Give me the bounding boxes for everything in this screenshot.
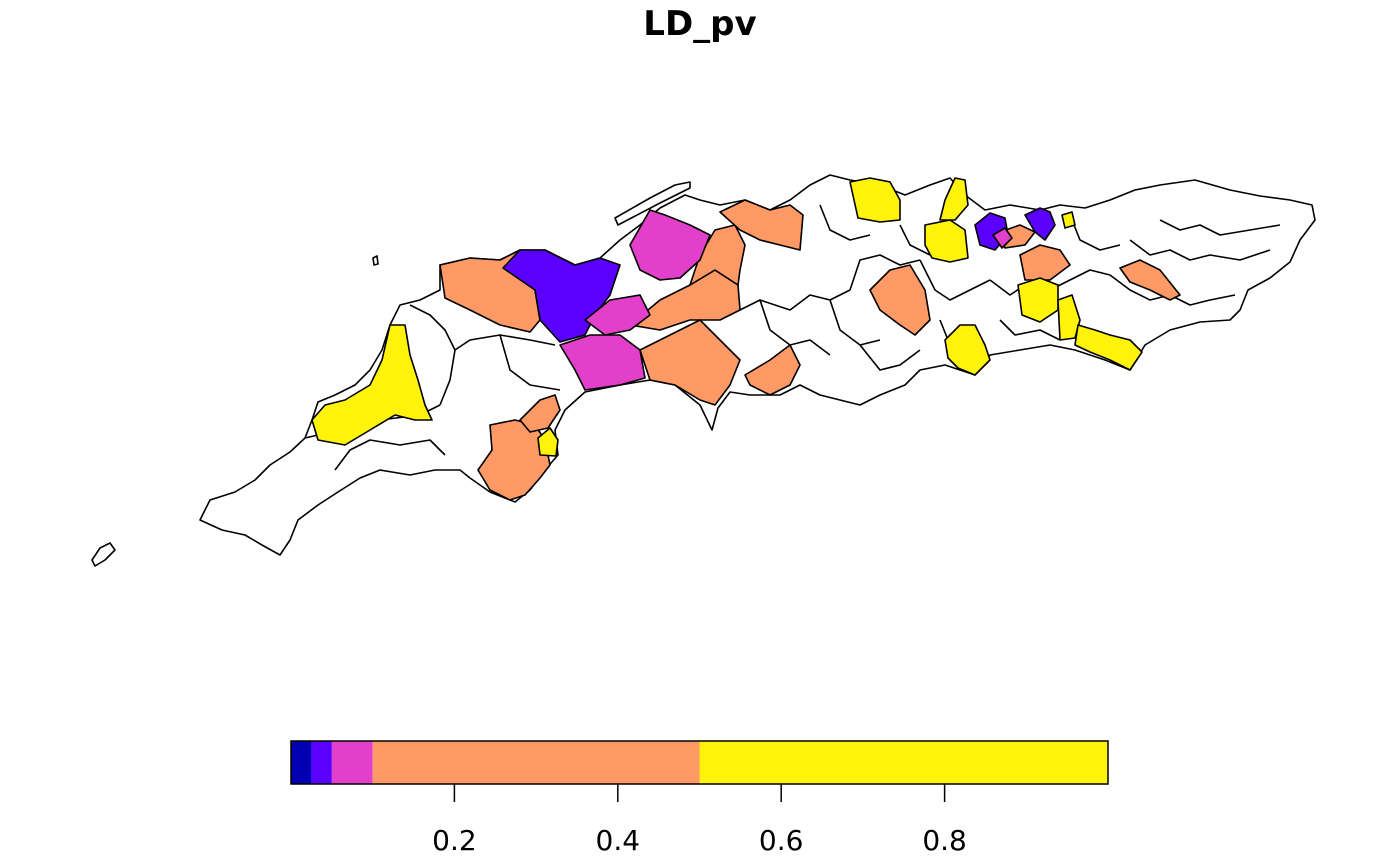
legend-swatch-4 (699, 741, 1108, 784)
legend-tick-label-2: 0.6 (759, 824, 804, 857)
legend-ticks: 0.2 0.4 0.6 0.8 (432, 784, 967, 857)
region-yellow-2[interactable] (849, 177, 901, 223)
region-orange-2[interactable] (629, 269, 741, 331)
region-orange-5[interactable] (719, 199, 804, 251)
map-regions (91, 174, 1316, 567)
region-yellow-7[interactable] (1074, 324, 1143, 371)
region-yellow-8[interactable] (944, 324, 991, 376)
legend-swatch-3 (372, 741, 700, 784)
region-islet[interactable] (372, 255, 379, 266)
region-orange-3[interactable] (639, 319, 741, 406)
region-yellow-10[interactable] (1061, 211, 1076, 229)
region-yellow-3[interactable] (924, 219, 969, 263)
region-yellow-1[interactable] (311, 324, 433, 446)
region-magenta-3[interactable] (559, 334, 646, 391)
region-magenta-4[interactable] (992, 227, 1013, 249)
legend-swatch-1 (311, 741, 332, 784)
legend-swatch-2 (331, 741, 373, 784)
legend-tick-label-0: 0.2 (432, 824, 477, 857)
region-orange-11[interactable] (519, 394, 561, 433)
region-orange-9[interactable] (1119, 259, 1181, 301)
legend-swatch-0 (291, 741, 312, 784)
region-yellow-4[interactable] (939, 177, 969, 221)
region-yellow-9[interactable] (537, 427, 559, 457)
region-orange-6[interactable] (744, 344, 801, 396)
region-orange-8[interactable] (1019, 244, 1071, 281)
legend: 0.2 0.4 0.6 0.8 (290, 740, 1109, 857)
legend-swatches (291, 741, 1108, 784)
legend-tick-label-3: 0.8 (922, 824, 967, 857)
region-magenta-1[interactable] (629, 209, 711, 281)
region-orange-7[interactable] (869, 264, 931, 336)
region-purple-3[interactable] (1024, 207, 1056, 241)
region-island-west[interactable] (91, 542, 116, 567)
legend-frame (290, 740, 1109, 785)
region-spit[interactable] (614, 181, 691, 226)
legend-tick-label-1: 0.4 (596, 824, 641, 857)
map-title: LD_pv (643, 4, 757, 44)
